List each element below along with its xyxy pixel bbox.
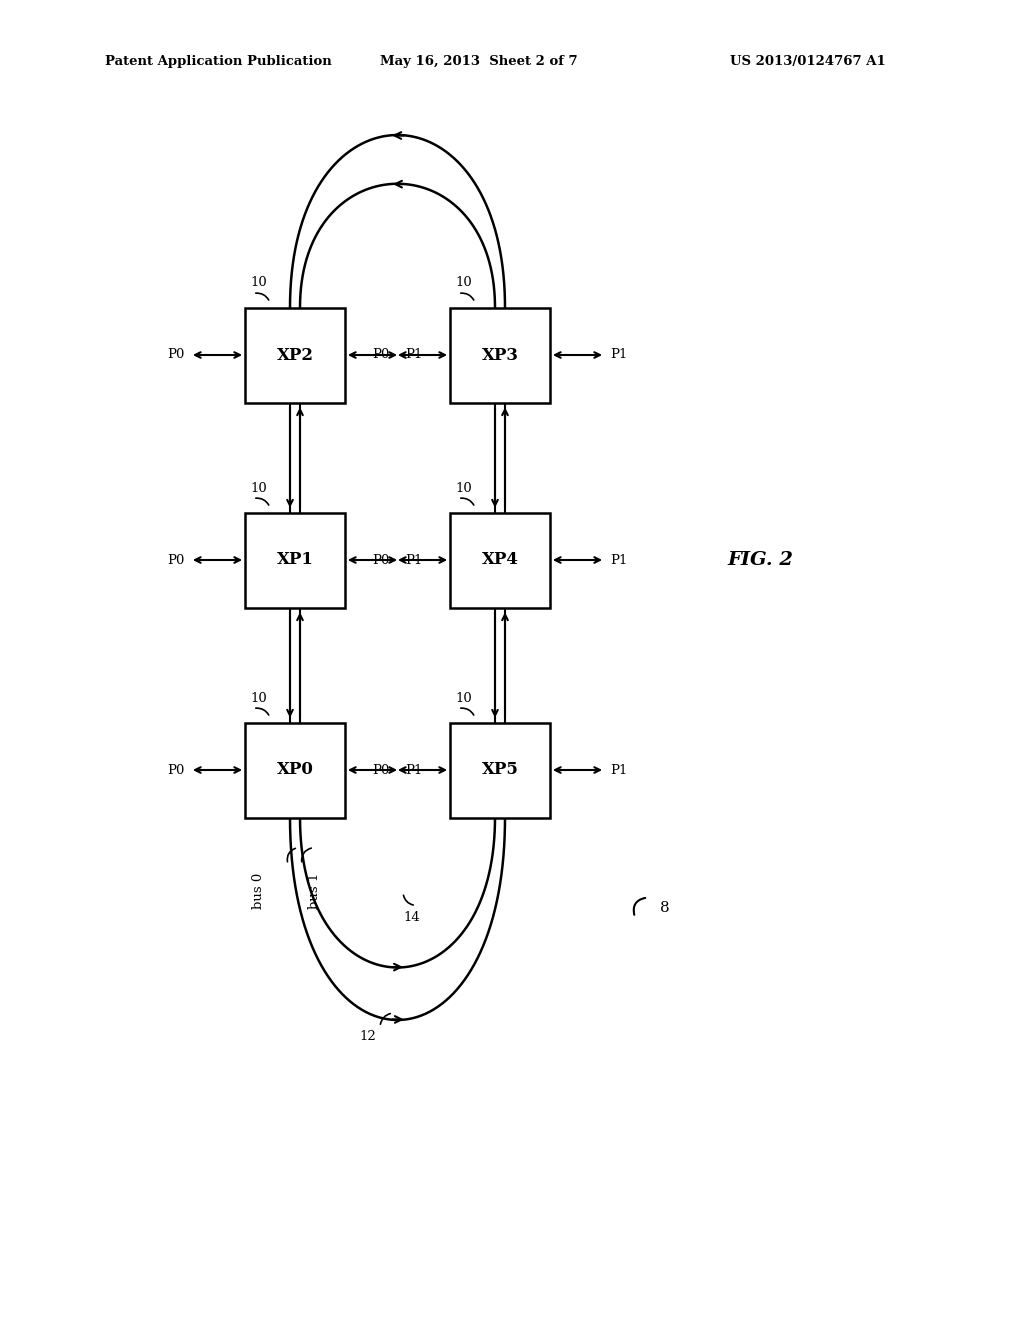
Bar: [245, 308, 345, 403]
Text: P1: P1: [406, 348, 422, 362]
Text: P0: P0: [373, 348, 390, 362]
Text: US 2013/0124767 A1: US 2013/0124767 A1: [730, 55, 886, 69]
Text: 10: 10: [455, 692, 472, 705]
Text: P0: P0: [168, 348, 185, 362]
Text: May 16, 2013  Sheet 2 of 7: May 16, 2013 Sheet 2 of 7: [380, 55, 578, 69]
Text: 8: 8: [660, 900, 670, 915]
Text: 10: 10: [250, 482, 266, 495]
Text: P0: P0: [168, 763, 185, 776]
Text: P1: P1: [406, 553, 422, 566]
Text: bus 1: bus 1: [308, 873, 321, 908]
Text: Patent Application Publication: Patent Application Publication: [105, 55, 332, 69]
Bar: [450, 308, 550, 403]
Text: P0: P0: [373, 763, 390, 776]
Bar: [450, 722, 550, 817]
Text: XP0: XP0: [276, 762, 313, 779]
Text: P0: P0: [373, 553, 390, 566]
Text: 10: 10: [455, 276, 472, 289]
Text: bus 0: bus 0: [252, 873, 264, 908]
Bar: [450, 512, 550, 607]
Text: 10: 10: [250, 276, 266, 289]
Text: P1: P1: [610, 763, 628, 776]
Text: FIG. 2: FIG. 2: [727, 550, 793, 569]
Text: P1: P1: [610, 553, 628, 566]
Bar: [245, 512, 345, 607]
Text: 12: 12: [359, 1030, 377, 1043]
Text: XP1: XP1: [276, 552, 313, 569]
Text: 14: 14: [403, 911, 420, 924]
Text: P1: P1: [406, 763, 422, 776]
Text: XP3: XP3: [481, 346, 518, 363]
Text: P0: P0: [168, 553, 185, 566]
Text: 10: 10: [250, 692, 266, 705]
Text: 10: 10: [455, 482, 472, 495]
Text: XP5: XP5: [481, 762, 518, 779]
Text: XP4: XP4: [481, 552, 518, 569]
Bar: [245, 722, 345, 817]
Text: P1: P1: [610, 348, 628, 362]
Text: XP2: XP2: [276, 346, 313, 363]
